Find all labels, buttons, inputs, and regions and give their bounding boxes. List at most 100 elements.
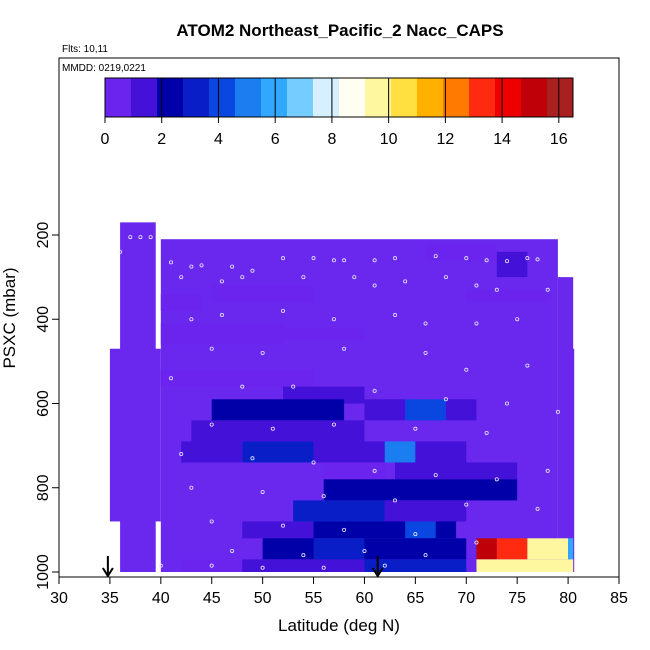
colorbar-tick-label: 16 (550, 131, 568, 148)
track-point (311, 460, 316, 465)
heatmap-cell (191, 420, 365, 442)
y-axis-label: PSXC (mbar) (0, 267, 19, 368)
track-point (209, 422, 214, 427)
heatmap-base-edge (109, 348, 161, 522)
track-point (270, 426, 275, 431)
track-point (260, 350, 265, 355)
colorbar-swatch (443, 78, 470, 117)
heatmap-cell (211, 399, 345, 421)
track-point (280, 256, 285, 261)
y-tick-label: 600 (35, 390, 52, 417)
heatmap-base-right-edge (568, 348, 575, 572)
colorbar-tick-label: 8 (327, 131, 336, 148)
x-tick-label: 30 (50, 590, 68, 607)
track-point (321, 494, 326, 499)
colorbar-swatch (261, 78, 288, 117)
colorbar-swatch (105, 78, 132, 117)
track-point (148, 235, 153, 240)
heatmap-cell (466, 289, 548, 303)
x-tick-label: 80 (559, 590, 577, 607)
track-point (331, 258, 336, 263)
colorbar-swatch (339, 78, 366, 117)
heatmap-cell (364, 399, 406, 421)
track-point (219, 313, 224, 318)
flight-markers (102, 235, 560, 578)
heatmap-cell (496, 538, 528, 560)
colorbar-tick-label: 4 (214, 131, 223, 148)
heatmap-cell (395, 462, 518, 480)
heatmap-cell (242, 441, 314, 463)
y-tick-label: 400 (35, 306, 52, 333)
track-point (301, 275, 306, 280)
track-point (525, 256, 530, 261)
track-point (260, 565, 265, 570)
x-tick-label: 50 (254, 590, 272, 607)
track-point (464, 256, 469, 261)
x-tick-label: 65 (406, 590, 424, 607)
track-point (331, 317, 336, 322)
track-point (382, 563, 387, 568)
track-point (484, 430, 489, 435)
colorbar-swatch (547, 78, 574, 117)
track-point (474, 321, 479, 326)
heatmap-cell (323, 479, 518, 501)
track-point (260, 489, 265, 494)
track-point (291, 384, 296, 389)
y-tick-label: 200 (35, 222, 52, 249)
heatmap-cell (496, 251, 528, 278)
colorbar-swatch (157, 78, 184, 117)
heatmap-cell (323, 462, 385, 480)
track-point (494, 287, 499, 292)
track-point (464, 502, 469, 507)
track-point (392, 313, 397, 318)
colorbar-swatch (287, 78, 314, 117)
colorbar-swatch (365, 78, 392, 117)
heatmap-cell (242, 559, 365, 572)
track-point (321, 565, 326, 570)
track-point (372, 388, 377, 393)
track-point (209, 519, 214, 524)
track-point (199, 263, 204, 268)
track-point (372, 283, 377, 288)
track-point (372, 468, 377, 473)
x-tick-label: 60 (356, 590, 374, 607)
track-point (433, 473, 438, 478)
colorbar-swatch (313, 78, 340, 117)
track-point (504, 259, 509, 264)
heatmap-cell (211, 285, 314, 303)
track-point (474, 540, 479, 545)
track-point (301, 553, 306, 558)
track-point (240, 384, 245, 389)
track-point (535, 257, 540, 262)
colorbar-swatch (183, 78, 210, 117)
heatmap-cell (384, 441, 416, 463)
track-point (484, 258, 489, 263)
track-point (250, 456, 255, 461)
track-point (392, 256, 397, 261)
heatmap-cell (160, 369, 314, 387)
colorbar-tick-label: 6 (271, 131, 280, 148)
track-point (342, 346, 347, 351)
heatmap-cell (425, 243, 497, 261)
colorbar-swatch (521, 78, 548, 117)
colorbar-swatch (209, 78, 236, 117)
colorbar-swatch (391, 78, 418, 117)
heatmap-cell (527, 538, 569, 560)
marker-arrow-head (102, 567, 114, 578)
track-point (423, 350, 428, 355)
colorbar-swatch (235, 78, 262, 117)
x-axis: 30 35 40 45 50 55 60 65 70 75 80 85 (50, 576, 628, 607)
heatmap-cell (568, 538, 574, 560)
track-point (362, 548, 367, 553)
track-point (280, 308, 285, 313)
track-point (138, 235, 143, 240)
x-tick-label: 45 (203, 590, 221, 607)
track-point (352, 275, 357, 280)
heatmap-cell (476, 559, 574, 572)
track-point (535, 506, 540, 511)
x-tick-label: 70 (457, 590, 475, 607)
heatmap-cell (283, 327, 365, 341)
track-point (464, 367, 469, 372)
heatmap-cell (364, 559, 467, 572)
